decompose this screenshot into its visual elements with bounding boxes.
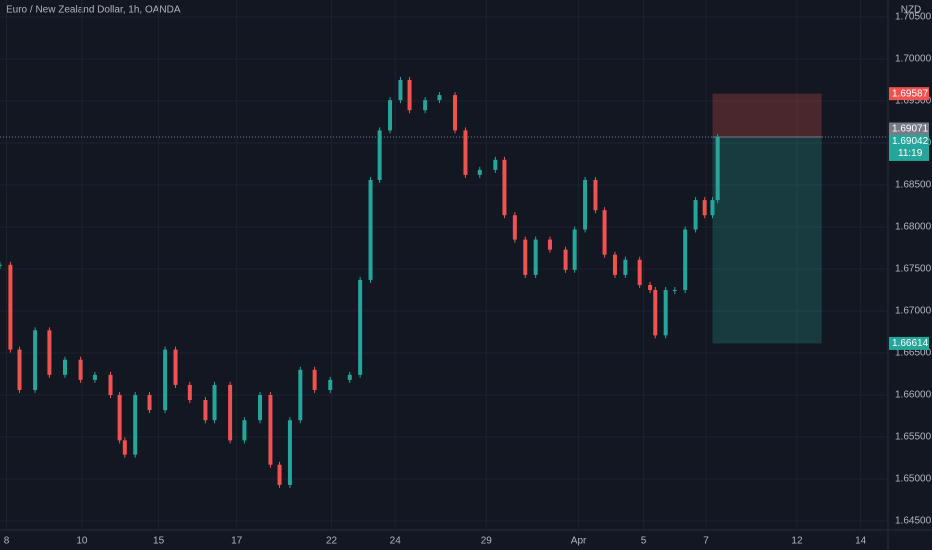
entry-price-label-box: [889, 122, 929, 136]
last-price-label: 1.69042: [892, 136, 929, 147]
x-tick-label: 15: [153, 536, 165, 547]
x-tick-label: 12: [791, 536, 803, 547]
x-tick-label: 14: [855, 536, 867, 547]
y-tick-label: 1.68000: [895, 222, 932, 233]
y-tick-label: 1.65500: [895, 432, 932, 443]
y-tick-label: 1.69500: [895, 96, 932, 107]
stop-price-label-box: [889, 87, 929, 101]
x-tick-label: 22: [326, 536, 338, 547]
y-tick-label: 1.67500: [895, 264, 932, 275]
x-tick-label: 17: [231, 536, 243, 547]
entry-price-label: 1.69071: [892, 124, 929, 135]
target-price-label-box: [889, 336, 929, 350]
target-zone: [712, 137, 822, 344]
stop-zone: [712, 93, 822, 138]
y-tick-label: 1.66000: [895, 390, 932, 401]
y-tick-label: 1.68500: [895, 180, 932, 191]
x-tick-label: 7: [703, 536, 709, 547]
x-tick-label: Apr: [571, 536, 587, 547]
x-tick-label: 5: [641, 536, 647, 547]
x-tick-label: 29: [481, 536, 493, 547]
last-price-label-countdown: 11:19: [898, 148, 923, 159]
chart-title: Euro / New Zealand Dollar, 1h, OANDA: [6, 5, 181, 16]
y-tick-label: 1.66500: [895, 348, 932, 359]
target-price-label: 1.66614: [892, 338, 929, 349]
y-tick-label: 1.70500: [895, 12, 932, 23]
y-tick-label: 1.67000: [895, 306, 932, 317]
y-tick-label: 1.64500: [895, 516, 932, 527]
y-tick-label: 1.65000: [895, 474, 932, 485]
last-price-label-box: [889, 134, 929, 161]
x-tick-label: 24: [390, 536, 402, 547]
x-tick-label: 10: [76, 536, 88, 547]
candle: [0, 264, 2, 266]
y-tick-label: 1.70000: [895, 54, 932, 65]
stop-price-label: 1.69587: [892, 88, 929, 99]
x-tick-label: 8: [4, 536, 10, 547]
currency-label: NZD: [901, 5, 922, 16]
